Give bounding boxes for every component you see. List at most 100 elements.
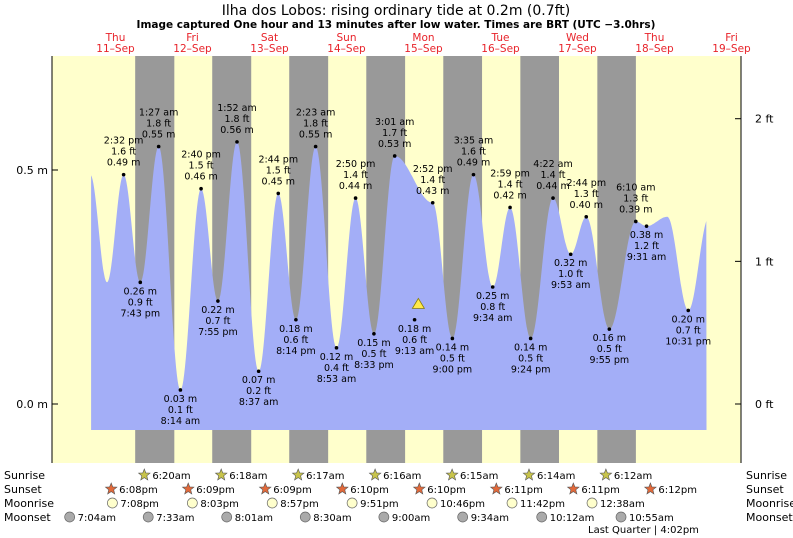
- day-date: 15–Sep: [404, 43, 443, 55]
- extreme-time: 8:14 am: [161, 416, 200, 427]
- day-date: 19–Sep: [712, 43, 751, 55]
- extreme-point: [528, 336, 533, 341]
- row-label-left: Moonset: [4, 511, 51, 524]
- extreme-meters: 0.53 m: [378, 139, 411, 150]
- day-date: 13–Sep: [250, 43, 289, 55]
- extreme-point: [138, 280, 143, 285]
- sunset-time: 6:11pm: [504, 485, 543, 496]
- extreme-point: [334, 346, 339, 350]
- day-date: 16–Sep: [481, 43, 520, 55]
- extreme-feet: 1.0 ft: [558, 269, 583, 280]
- moonset-icon: [142, 511, 154, 523]
- extreme-time: 2:52 pm: [413, 164, 453, 175]
- sunrise-time: 6:17am: [306, 471, 344, 482]
- extreme-feet: 0.6 ft: [283, 335, 308, 346]
- extreme-meters: 0.46 m: [184, 172, 217, 183]
- moonset-time: 10:55am: [629, 513, 674, 524]
- extreme-meters: 0.14 m: [514, 342, 547, 353]
- moonrise-time: 7:08pm: [120, 499, 159, 510]
- extreme-time: 8:37 am: [239, 397, 278, 408]
- extreme-meters: 0.18 m: [279, 324, 312, 335]
- extreme-meters: 0.22 m: [201, 305, 234, 316]
- day-name: Fri: [725, 32, 738, 44]
- moonset-icon: [299, 511, 311, 523]
- extreme-point: [607, 327, 612, 331]
- sunrise-icon: [445, 468, 459, 481]
- extreme-time: 9:13 am: [395, 346, 434, 357]
- extreme-feet: 0.5 ft: [597, 344, 622, 355]
- extreme-point: [450, 336, 455, 341]
- day-name: Thu: [644, 32, 665, 44]
- extreme-point: [508, 205, 512, 210]
- extreme-feet: 1.5 ft: [266, 165, 291, 176]
- row-label-left: Sunrise: [4, 469, 45, 482]
- extreme-feet: 0.5 ft: [361, 349, 386, 360]
- extreme-feet: 0.6 ft: [402, 335, 427, 346]
- sunrise-time: 6:18am: [229, 471, 267, 482]
- extreme-time: 7:55 pm: [198, 327, 238, 338]
- extreme-time: 2:32 pm: [104, 136, 144, 147]
- moonrise-icon: [346, 497, 358, 509]
- day-labels: Thu11–SepFri12–SepSat13–SepSun14–SepMon1…: [96, 32, 751, 55]
- moonset-icon: [615, 511, 627, 523]
- sunset-icon: [489, 482, 503, 495]
- extreme-meters: 0.38 m: [630, 230, 663, 241]
- extreme-point: [294, 317, 298, 322]
- extreme-time: 9:55 pm: [590, 355, 630, 366]
- sunrise-time: 6:20am: [152, 471, 190, 482]
- extreme-time: 9:31 am: [627, 252, 666, 263]
- extreme-feet: 1.8 ft: [303, 119, 328, 130]
- extreme-meters: 0.25 m: [476, 291, 509, 302]
- moonset-time: 7:33am: [156, 513, 194, 524]
- extreme-point: [372, 332, 376, 336]
- moonset-icon: [221, 511, 233, 523]
- extreme-meters: 0.40 m: [570, 200, 603, 211]
- extreme-time: 8:14 pm: [276, 346, 316, 357]
- extreme-point: [392, 154, 397, 158]
- sunrise-time: 6:14am: [537, 471, 575, 482]
- extreme-meters: 0.49 m: [107, 158, 140, 169]
- moonrise-icon: [506, 497, 518, 509]
- sunset-icon: [104, 482, 118, 495]
- extreme-meters: 0.56 m: [220, 125, 253, 136]
- extreme-meters: 0.07 m: [242, 375, 275, 386]
- sunrise-icon: [291, 468, 305, 481]
- extreme-feet: 1.4 ft: [343, 170, 368, 181]
- extreme-time: 7:43 pm: [120, 308, 160, 319]
- extreme-time: 9:24 pm: [511, 364, 551, 375]
- extreme-point: [121, 172, 126, 177]
- extreme-time: 9:00 pm: [433, 364, 473, 375]
- extreme-meters: 0.55 m: [299, 130, 332, 141]
- moonrise-time: 10:46pm: [440, 499, 485, 510]
- tide-curve: [91, 141, 707, 430]
- extreme-point: [568, 252, 573, 257]
- tide-extremes: 2:32 pm1.6 ft0.49 m0.26 m0.9 ft7:43 pm1:…: [104, 103, 711, 427]
- extreme-feet: 0.7 ft: [676, 325, 701, 336]
- sunset-time: 6:11pm: [581, 485, 620, 496]
- sunrise-time: 6:15am: [460, 471, 498, 482]
- row-label-left: Sunset: [4, 483, 42, 496]
- right-tick-label: 1 ft: [755, 255, 774, 268]
- extreme-meters: 0.49 m: [457, 158, 490, 169]
- left-tick-label: 0.0 m: [16, 398, 48, 411]
- row-label-right: Moonset: [746, 511, 793, 524]
- extreme-meters: 0.14 m: [436, 342, 469, 353]
- extreme-feet: 1.6 ft: [111, 147, 136, 158]
- extreme-time: 6:10 am: [616, 182, 655, 193]
- extreme-meters: 0.44 m: [536, 181, 569, 192]
- extreme-meters: 0.20 m: [672, 314, 705, 325]
- moonrise-icon: [186, 497, 198, 509]
- extreme-time: 8:53 am: [317, 374, 356, 385]
- extreme-feet: 1.6 ft: [461, 147, 486, 158]
- day-name: Tue: [491, 32, 510, 44]
- day-name: Fri: [186, 32, 199, 44]
- moonset-time: 8:01am: [235, 513, 273, 524]
- extreme-point: [644, 224, 649, 228]
- extreme-point: [633, 219, 638, 224]
- extreme-point: [471, 172, 476, 177]
- day-date: 17–Sep: [558, 43, 597, 55]
- row-label-right: Moonrise: [746, 497, 793, 510]
- extreme-time: 2:44 pm: [258, 154, 298, 165]
